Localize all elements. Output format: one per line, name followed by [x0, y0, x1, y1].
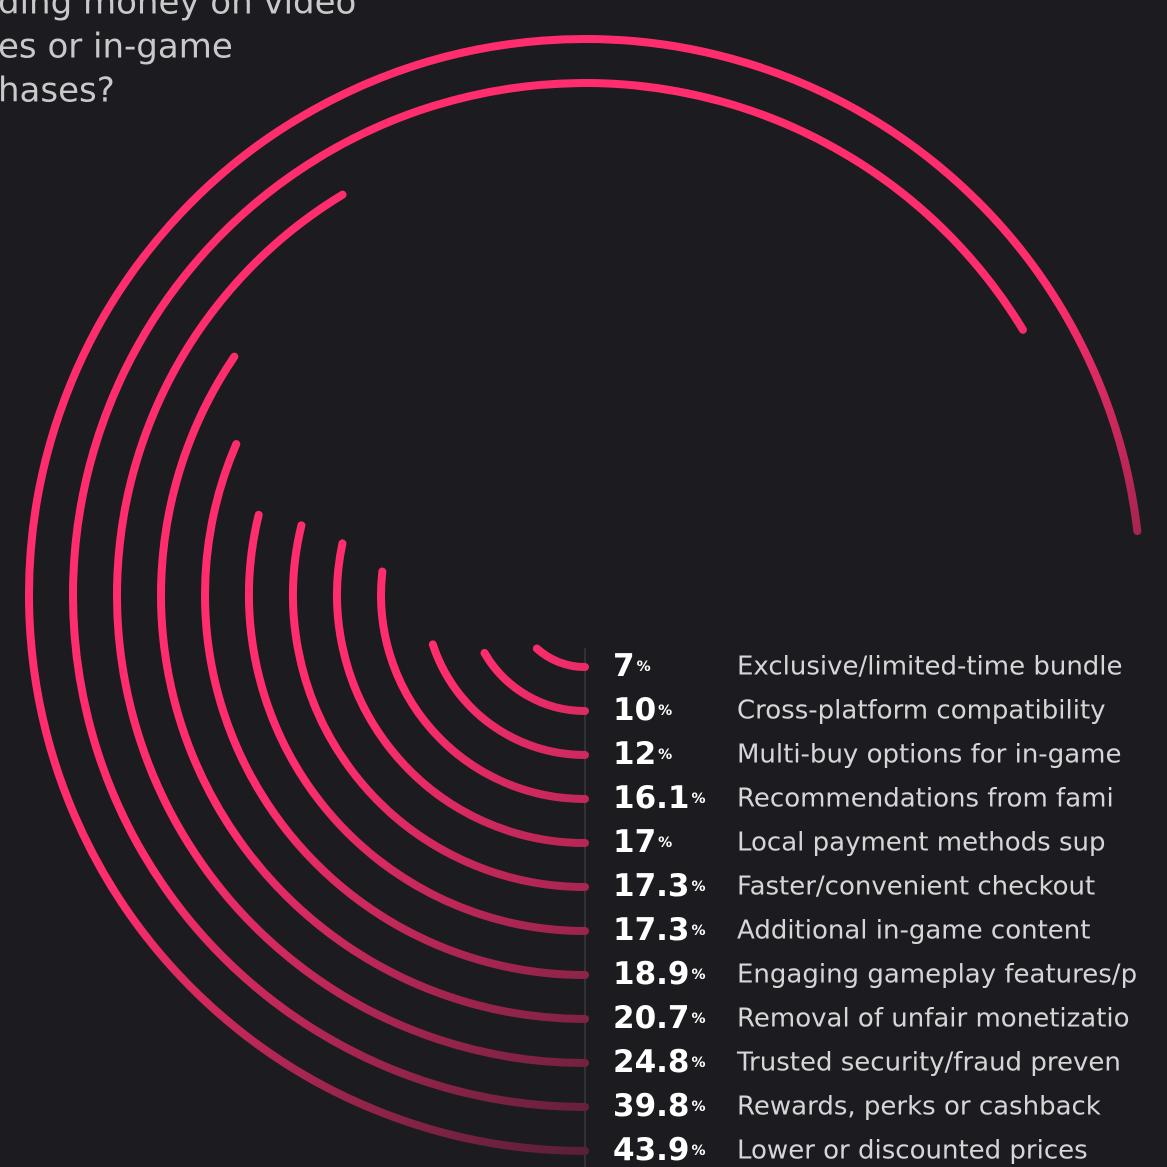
value-number: 16.1	[613, 780, 690, 816]
title-line: hases?	[0, 71, 115, 111]
arc-bar	[113, 190, 589, 1067]
value-unit: %	[637, 659, 651, 675]
arc-bar	[69, 79, 1027, 1111]
value-number: 17	[613, 824, 656, 860]
arc-bar	[201, 440, 589, 979]
value-label: 39.8%	[613, 1088, 706, 1124]
arc-bar	[289, 521, 589, 891]
value-label: 17%	[613, 824, 672, 860]
arc-bar	[157, 352, 589, 1023]
category-label: Trusted security/fraud preven	[736, 1048, 1121, 1078]
value-number: 18.9	[613, 956, 690, 992]
value-number: 39.8	[613, 1088, 690, 1124]
value-label: 17.3%	[613, 912, 706, 948]
title-line: ding money on video	[0, 0, 356, 23]
category-label: Rewards, perks or cashback	[737, 1092, 1101, 1122]
value-label: 16.1%	[613, 780, 706, 816]
category-label: Cross-platform compatibility	[737, 696, 1106, 726]
value-label: 24.8%	[613, 1044, 706, 1080]
value-number: 12	[613, 736, 656, 772]
title-line: es or in-game	[0, 27, 233, 67]
category-label: Local payment methods sup	[737, 828, 1105, 858]
value-unit: %	[692, 1143, 706, 1159]
value-unit: %	[692, 1055, 706, 1071]
value-unit: %	[692, 1011, 706, 1027]
value-unit: %	[658, 703, 672, 719]
value-number: 24.8	[613, 1044, 690, 1080]
category-label: Lower or discounted prices	[737, 1136, 1088, 1166]
value-unit: %	[692, 791, 706, 807]
category-label: Additional in-game content	[737, 916, 1090, 946]
value-label: 20.7%	[613, 1000, 706, 1036]
value-number: 20.7	[613, 1000, 690, 1036]
value-label: 17.3%	[613, 868, 706, 904]
arc-bar	[377, 567, 589, 803]
category-label: Removal of unfair monetizatio	[737, 1004, 1130, 1034]
arc-bar	[428, 640, 589, 759]
value-number: 7	[613, 648, 635, 684]
value-unit: %	[692, 1099, 706, 1115]
category-label: Multi-buy options for in-game	[737, 740, 1121, 770]
value-unit: %	[692, 879, 706, 895]
value-label: 10%	[613, 692, 672, 728]
value-number: 17.3	[613, 868, 690, 904]
arc-bar	[333, 539, 589, 847]
value-label: 7%	[613, 648, 651, 684]
value-label: 12%	[613, 736, 672, 772]
value-label: 43.9%	[613, 1132, 706, 1167]
value-unit: %	[692, 967, 706, 983]
category-label: Recommendations from fami	[737, 784, 1114, 814]
arc-bar	[532, 644, 589, 671]
category-label: Exclusive/limited-time bundle	[737, 652, 1123, 682]
value-unit: %	[692, 923, 706, 939]
value-unit: %	[658, 747, 672, 763]
arc-bar	[25, 35, 1142, 1155]
arc-bar	[480, 649, 589, 715]
value-number: 43.9	[613, 1132, 690, 1167]
category-label: Faster/convenient checkout	[737, 872, 1095, 902]
value-number: 17.3	[613, 912, 690, 948]
value-label: 18.9%	[613, 956, 706, 992]
arc-bar	[245, 510, 589, 935]
value-unit: %	[658, 835, 672, 851]
category-label: Engaging gameplay features/p	[737, 960, 1137, 990]
value-number: 10	[613, 692, 656, 728]
